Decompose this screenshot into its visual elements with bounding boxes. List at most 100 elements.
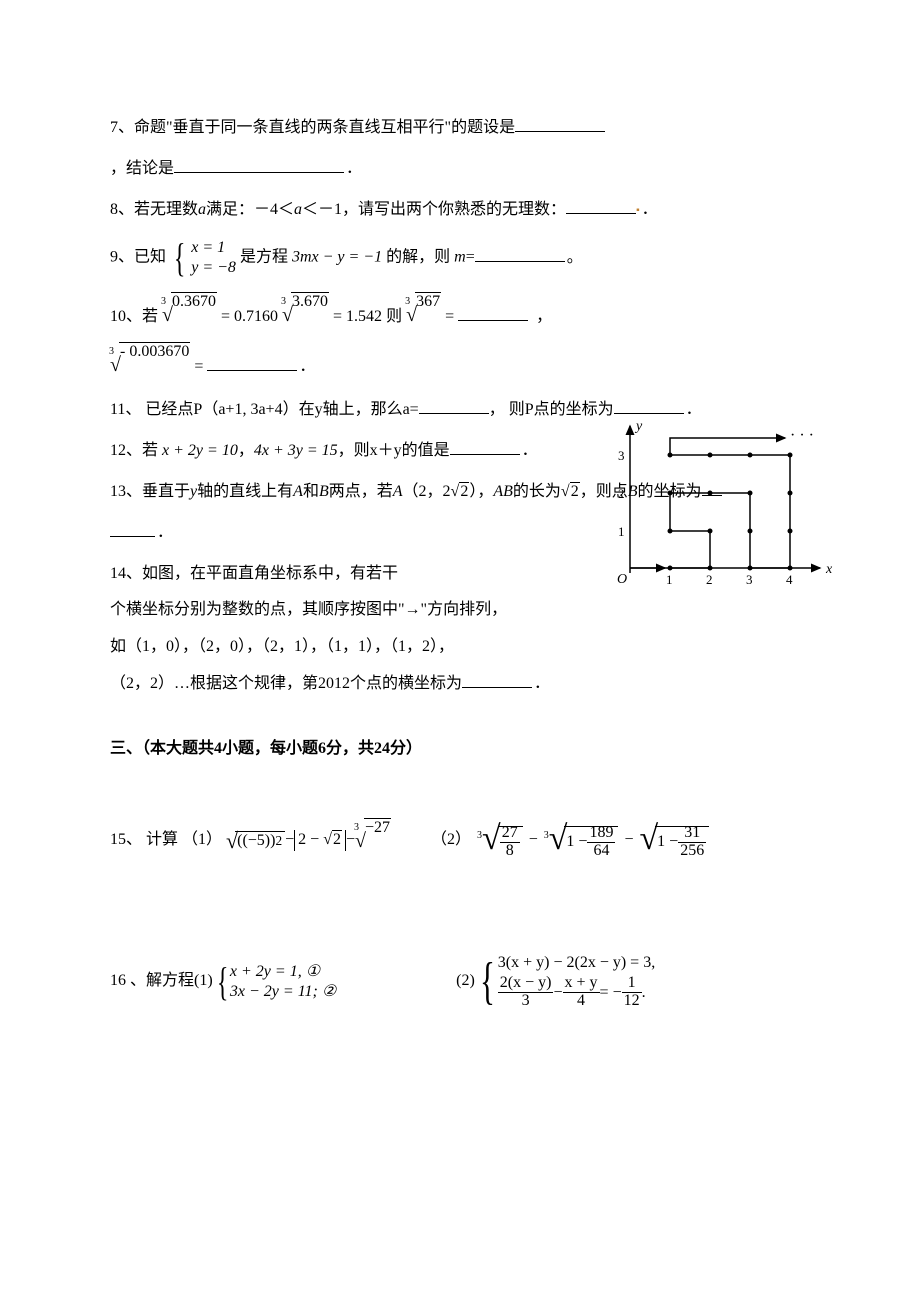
root-index: 3 <box>405 290 410 313</box>
q12-end: ． <box>522 442 538 459</box>
q10-root-2: 3√3.670 <box>282 292 329 338</box>
y-axis-label: y <box>634 419 643 434</box>
q11-end: ． <box>686 401 702 418</box>
root-arg: 367 <box>415 292 441 311</box>
minus: − <box>285 822 294 859</box>
q15-p1: （1） <box>182 822 222 859</box>
den: 256 <box>678 843 706 860</box>
q16-p2: (2) <box>456 963 475 1000</box>
q16-part-2: (2) { 3(x + y) − 2(2x − y) = 3, 2(x − y)… <box>456 954 655 1010</box>
coordinate-figure: O y x 1234 123 · · · <box>610 418 840 593</box>
q9-system: x = 1 y = −8 <box>191 238 236 278</box>
pre: 1 − <box>566 824 587 861</box>
q9-blank <box>475 245 565 262</box>
q9-eq: 3mx − y = −1 <box>292 249 382 266</box>
y-ticks: 123 <box>618 448 625 539</box>
num: 27 <box>500 825 520 843</box>
q12-eq2: 4x + 3y = 15 <box>254 442 338 459</box>
q10-blank-2 <box>207 354 297 371</box>
q13-end: ． <box>157 524 173 541</box>
q12-eq1: x + 2y = 10 <box>158 442 238 459</box>
end: . <box>642 984 646 1002</box>
q10-text-b: 则 <box>386 308 402 325</box>
question-9: 9、已知 { x = 1 y = −8 是方程 3mx − y = −1 的解，… <box>110 238 820 278</box>
q7-end: ． <box>346 160 362 177</box>
ellipsis: · · · <box>790 427 814 444</box>
q12-text-b: ， <box>238 442 254 459</box>
svg-text:2: 2 <box>706 572 713 587</box>
q8-text-a: 若无理数 <box>134 201 198 218</box>
q8-num: 8、 <box>110 201 134 218</box>
q13-num: 13、 <box>110 483 142 500</box>
q11-blank-2 <box>614 397 684 414</box>
q14-l1: 如图，在平面直角坐标系中，有若干 <box>142 565 398 582</box>
q15-term3: √ 1 − 31256 <box>639 824 709 858</box>
q9-text-a: 已知 <box>134 249 166 266</box>
den: 8 <box>500 843 520 860</box>
q9-end: 。 <box>567 249 583 266</box>
pre: 1 − <box>657 824 678 861</box>
figure-svg: O y x 1234 123 · · · <box>610 418 840 593</box>
q10-blank-1 <box>458 304 528 321</box>
abs-l: 2 − <box>298 831 323 848</box>
q13-b: 轴的直线上有 <box>197 483 293 500</box>
root-arg: - 0.003670 <box>119 342 190 361</box>
q13-e: （2，2 <box>403 483 451 500</box>
q8-end: ． <box>642 201 658 218</box>
root-arg: 0.3670 <box>171 292 217 311</box>
q12-num: 12、 <box>110 442 142 459</box>
q9-sys-top: x = 1 <box>191 238 236 258</box>
den: 4 <box>563 993 600 1010</box>
q13-blank-b <box>110 520 155 537</box>
q10-text-a: 若 <box>142 308 158 325</box>
q14-l2: 个横坐标分别为整数的点，其顺序按图中"→"方向排列， <box>110 601 507 618</box>
q7-text-b: ，结论是 <box>110 160 174 177</box>
root-arg: −27 <box>364 818 391 837</box>
q15-term1: 3√ 278 <box>477 824 523 858</box>
page: 7、命题"垂直于同一条直线的两条直线互相平行"的题设是 ，结论是 ． 8、若无理数… <box>0 0 920 1302</box>
q7-blank-1 <box>515 115 605 132</box>
svg-text:1: 1 <box>618 524 625 539</box>
q7-text-a: 命题"垂直于同一条直线的两条直线互相平行"的题设是 <box>134 119 515 136</box>
q16-part-1: 16 、解方程(1) { x + 2y = 1, ① 3x − 2y = 11;… <box>110 962 336 1002</box>
question-16: 16 、解方程(1) { x + 2y = 1, ① 3x − 2y = 11;… <box>110 954 820 1010</box>
q16-sys1: x + 2y = 1, ① 3x − 2y = 11; ② <box>230 962 336 1002</box>
q11-num: 11、 <box>110 401 141 418</box>
svg-text:3: 3 <box>746 572 753 587</box>
sqrt-arg: 2 <box>570 482 580 500</box>
q10-v1: = 0.7160 <box>217 308 282 325</box>
root-index: 3 <box>281 290 286 313</box>
root-index: 3 <box>109 340 114 363</box>
q10-end: ． <box>299 358 315 375</box>
question-15: 15、计算（1） √((−5))2 − 2 − √2 − 3√−27 （2） 3… <box>110 818 820 864</box>
q14-l4: （2，2）…根据这个规律，第2012个点的横坐标为 <box>110 675 462 692</box>
num: 189 <box>587 825 615 843</box>
arg: (−5) <box>242 823 270 860</box>
abs: 2 − √2 <box>294 830 346 851</box>
q10-root-1: 3√0.3670 <box>162 292 217 338</box>
q15-term2: 3√ 1 − 18964 <box>544 824 619 858</box>
q10-num: 10、 <box>110 308 142 325</box>
q8-text-b: 满足：－4＜ <box>206 201 294 218</box>
minus: − <box>553 984 562 1002</box>
q9-text-b: 是方程 <box>240 249 288 266</box>
root-index: 3 <box>161 290 166 313</box>
q14-blank <box>462 671 532 688</box>
q15-p2: （2） <box>431 822 471 859</box>
q16-s2-bot: 2(x − y)3 − x + y4 = − 112 . <box>498 975 655 1010</box>
q10-root-3: 3√367 <box>406 292 441 338</box>
q16-p1: (1) <box>194 963 213 1000</box>
q14-num: 14、 <box>110 565 142 582</box>
sup: 2 <box>275 826 282 857</box>
svg-text:2: 2 <box>618 486 625 501</box>
num: 2(x − y) <box>498 975 554 993</box>
spiral-path <box>670 438 790 568</box>
root-index: 3 <box>354 816 359 839</box>
q14-end: ． <box>534 675 550 692</box>
q9-sys-bot: y = −8 <box>191 258 236 278</box>
lattice-points <box>668 453 793 571</box>
minus: − <box>529 822 538 859</box>
q16-s1-bot: 3x − 2y = 11; ② <box>230 982 336 1002</box>
q8-var-1: a <box>198 201 206 218</box>
q7-num: 7、 <box>110 119 134 136</box>
